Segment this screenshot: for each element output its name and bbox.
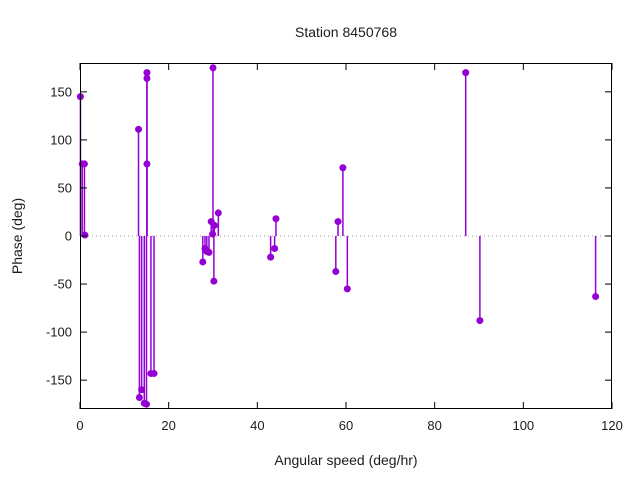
- x-tick-label: 100: [512, 418, 535, 433]
- data-point: [462, 69, 470, 77]
- data-point: [150, 369, 158, 377]
- data-point: [143, 74, 151, 82]
- y-axis-label: Phase (deg): [9, 197, 25, 275]
- x-tick-label: 60: [338, 418, 354, 433]
- data-point: [210, 221, 218, 229]
- x-tick-label: 120: [601, 418, 623, 433]
- data-point: [81, 231, 89, 239]
- y-tick-label: -150: [45, 372, 72, 388]
- y-tick-label: -50: [53, 276, 72, 292]
- data-point: [334, 218, 342, 226]
- data-point: [343, 285, 351, 293]
- y-tick-label: 100: [50, 132, 72, 148]
- data-point: [592, 293, 600, 301]
- y-tick-label: 50: [57, 180, 72, 196]
- data-point: [80, 160, 88, 168]
- x-tick-label: 20: [161, 418, 176, 433]
- data-point: [339, 164, 347, 172]
- data-point: [209, 230, 217, 238]
- x-tick-label: 80: [427, 418, 442, 433]
- x-tick-label: 40: [250, 418, 265, 433]
- data-point: [138, 386, 146, 394]
- data-point: [476, 317, 484, 325]
- data-point: [143, 160, 151, 168]
- data-point: [135, 125, 143, 133]
- plot-area: [76, 63, 613, 409]
- y-tick-label: 0: [64, 228, 72, 244]
- data-point: [272, 215, 280, 223]
- data-point: [143, 69, 151, 77]
- data-point: [143, 400, 150, 408]
- y-tick-label: -100: [45, 324, 72, 340]
- x-axis-label: Angular speed (deg/hr): [274, 452, 418, 468]
- data-point: [199, 258, 207, 266]
- data-point: [210, 277, 218, 285]
- data-point: [209, 64, 217, 72]
- data-point: [267, 253, 275, 261]
- x-tick-label: 0: [76, 418, 84, 433]
- data-point: [135, 393, 143, 401]
- data-point: [271, 244, 279, 252]
- data-point: [214, 209, 222, 217]
- data-point: [205, 248, 213, 256]
- chart-title: Station 8450768: [295, 24, 397, 40]
- y-tick-label: 150: [50, 84, 72, 100]
- data-point: [332, 268, 340, 276]
